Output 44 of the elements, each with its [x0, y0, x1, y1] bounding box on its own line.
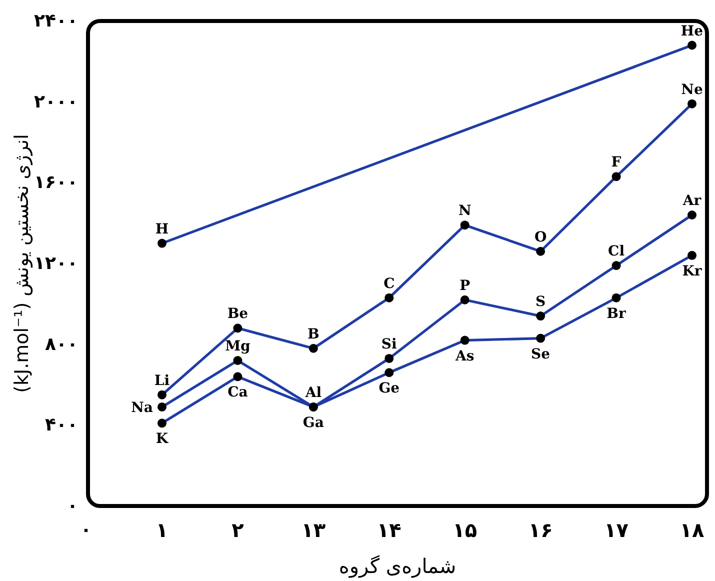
y-tick-label: ۱۲۰۰: [34, 253, 78, 274]
annotation: K: [156, 431, 169, 448]
x-axis-title: شماره‌ی گروه: [338, 554, 456, 578]
annotation: N: [458, 203, 472, 220]
x-tick-label: ۱۳: [301, 518, 326, 542]
x-tick-label: ۱۷: [604, 518, 628, 542]
annotation: B: [308, 326, 320, 342]
annotation: Be: [227, 306, 248, 322]
annotation: Li: [154, 372, 170, 389]
annotation: O: [534, 229, 547, 246]
annotation: Ge: [378, 380, 400, 397]
annotation: Se: [531, 346, 550, 362]
x-tick-label: ۱: [156, 518, 168, 542]
x-tick-label: ۲: [232, 518, 244, 542]
annotation: Ga: [302, 414, 324, 431]
y-tick-label: ۴۰۰: [45, 414, 78, 436]
annotation: Ar: [682, 193, 702, 209]
x-tick-label: ۱۵: [452, 518, 478, 542]
annotation: Al: [304, 384, 322, 401]
annotation: Br: [606, 306, 627, 322]
x-tick-label: ۱۸: [680, 518, 704, 542]
annotation: He: [680, 23, 704, 40]
annotation: Kr: [682, 263, 702, 280]
annotation: As: [454, 348, 474, 364]
y-axis-title: (kJ.mol⁻¹) انرژی نخستین یونش: [11, 134, 33, 393]
annotation: H: [155, 221, 169, 238]
annotation: P: [460, 278, 471, 294]
y-tick-label: ۸۰۰: [45, 334, 78, 355]
annotation: Si: [381, 336, 397, 352]
annotation: Ne: [681, 82, 703, 98]
annotation: F: [611, 154, 622, 171]
y-tick-label: ۲۰۰۰: [34, 91, 78, 112]
annotation: C: [384, 276, 395, 292]
annotation: Mg: [225, 338, 251, 354]
x-tick-label: ۱۶: [528, 518, 553, 542]
annotation: Na: [131, 400, 153, 416]
annotation: Cl: [608, 244, 625, 260]
x-tick-label: ۱۴: [376, 518, 402, 542]
y-tick-label: ۰: [67, 496, 78, 516]
annotation: S: [536, 294, 546, 310]
y-tick-label: ۱۶۰۰: [34, 172, 78, 194]
annotation: Ca: [228, 384, 248, 401]
y-tick-label: ۲۴۰۰: [34, 10, 78, 32]
text: ۰: [80, 520, 92, 540]
